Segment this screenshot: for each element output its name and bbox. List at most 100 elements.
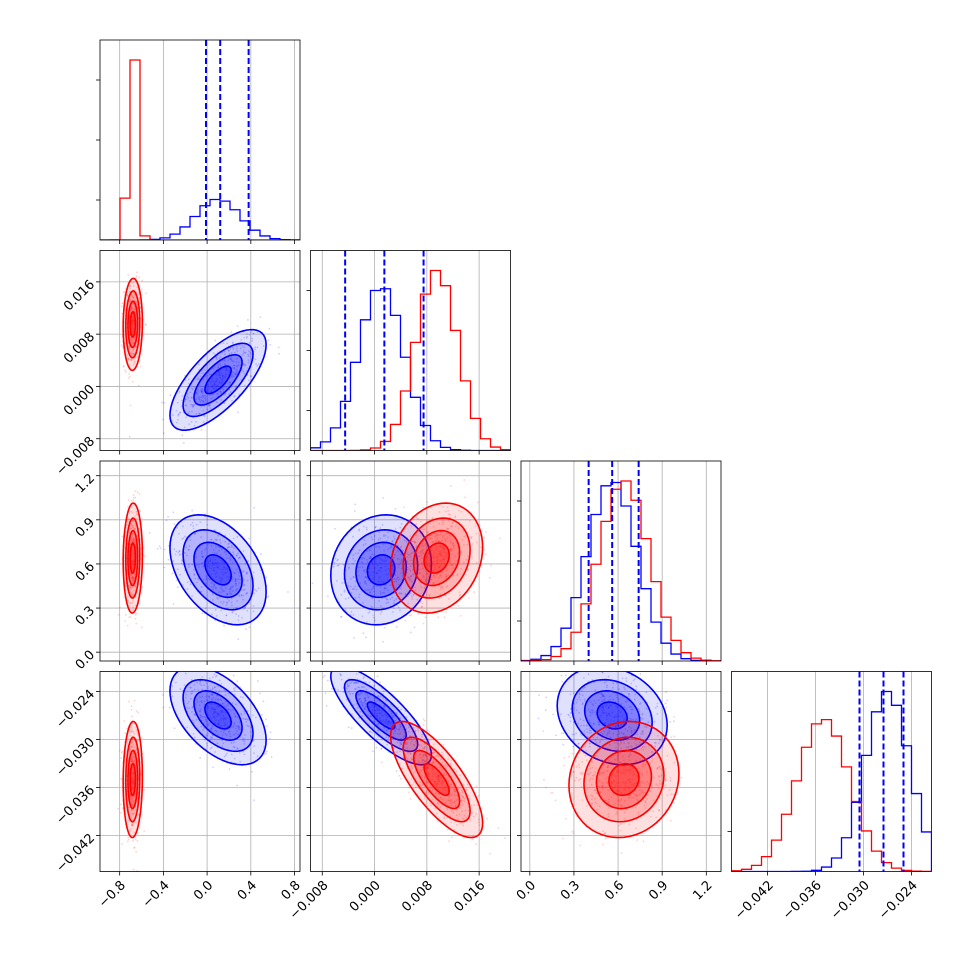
scatter-point bbox=[216, 699, 219, 702]
scatter-point bbox=[366, 621, 368, 623]
scatter-point bbox=[200, 428, 203, 431]
contour-line bbox=[556, 671, 668, 766]
scatter-point bbox=[578, 692, 581, 695]
scatter-point bbox=[198, 396, 201, 399]
scatter-point bbox=[132, 783, 134, 786]
scatter-point bbox=[134, 585, 137, 588]
scatter-point bbox=[212, 766, 214, 769]
scatter-point bbox=[436, 802, 439, 805]
scatter-point bbox=[379, 593, 382, 596]
scatter-point bbox=[128, 435, 131, 438]
scatter-point bbox=[363, 701, 366, 703]
scatter-point bbox=[243, 588, 246, 591]
scatter-point bbox=[453, 788, 455, 791]
scatter-point bbox=[430, 569, 433, 571]
scatter-point bbox=[168, 706, 171, 709]
scatter-point bbox=[222, 717, 225, 720]
scatter-point bbox=[132, 779, 135, 782]
scatter-point bbox=[424, 745, 426, 748]
scatter-point bbox=[400, 560, 403, 562]
scatter-point bbox=[420, 562, 423, 564]
scatter-point bbox=[438, 553, 441, 555]
scatter-point bbox=[208, 404, 211, 407]
scatter-point bbox=[368, 611, 371, 613]
scatter-point bbox=[409, 565, 412, 568]
scatter-point bbox=[209, 404, 211, 407]
scatter-point bbox=[601, 709, 603, 712]
scatter-point bbox=[132, 296, 135, 299]
scatter-point bbox=[431, 775, 434, 778]
scatter-point bbox=[463, 479, 466, 481]
scatter-point bbox=[206, 705, 209, 708]
scatter-point bbox=[259, 692, 261, 695]
scatter-point bbox=[215, 355, 218, 358]
scatter-point bbox=[475, 785, 478, 788]
scatter-point bbox=[192, 527, 195, 530]
scatter-point bbox=[452, 801, 455, 804]
scatter-point bbox=[600, 706, 603, 709]
scatter-point bbox=[447, 780, 450, 782]
scatter-point bbox=[127, 358, 130, 360]
scatter-point bbox=[221, 588, 224, 590]
scatter-point bbox=[191, 405, 194, 408]
scatter-point bbox=[422, 622, 425, 625]
scatter-point bbox=[131, 738, 134, 741]
scatter-point bbox=[561, 680, 564, 683]
panel-2-2 bbox=[521, 461, 721, 661]
scatter-point bbox=[129, 747, 132, 750]
scatter-point bbox=[195, 668, 197, 670]
scatter-point bbox=[653, 776, 656, 779]
scatter-point bbox=[184, 672, 187, 675]
scatter-point bbox=[387, 720, 390, 722]
scatter-point bbox=[242, 594, 245, 597]
scatter-point bbox=[226, 557, 229, 559]
scatter-point bbox=[613, 780, 615, 783]
scatter-point bbox=[457, 552, 459, 555]
scatter-point bbox=[189, 686, 192, 689]
scatter-point bbox=[594, 789, 596, 791]
scatter-point bbox=[625, 746, 628, 748]
scatter-point bbox=[410, 552, 413, 555]
scatter-point bbox=[121, 750, 124, 753]
scatter-point bbox=[131, 321, 133, 324]
scatter-point bbox=[336, 564, 339, 567]
scatter-point bbox=[216, 562, 219, 565]
scatter-point bbox=[220, 586, 223, 588]
scatter-point bbox=[384, 534, 387, 537]
scatter-point bbox=[250, 730, 253, 733]
scatter-point bbox=[455, 809, 458, 811]
scatter-point bbox=[187, 382, 190, 385]
scatter-point bbox=[179, 688, 182, 690]
scatter-point bbox=[209, 578, 211, 581]
scatter-point bbox=[445, 575, 448, 578]
scatter-point bbox=[133, 573, 136, 576]
scatter-point bbox=[410, 540, 413, 543]
scatter-point bbox=[450, 783, 453, 786]
scatter-point bbox=[203, 405, 206, 408]
scatter-point bbox=[211, 693, 214, 696]
scatter-point bbox=[129, 527, 132, 530]
scatter-point bbox=[602, 694, 604, 697]
scatter-point bbox=[225, 369, 228, 372]
scatter-point bbox=[323, 674, 326, 677]
scatter-point bbox=[460, 794, 463, 797]
scatter-point bbox=[130, 808, 133, 811]
scatter-point bbox=[445, 556, 448, 559]
scatter-point bbox=[364, 576, 367, 579]
scatter-point bbox=[129, 525, 132, 527]
scatter-point bbox=[420, 554, 423, 557]
scatter-point bbox=[384, 569, 387, 572]
scatter-point bbox=[231, 702, 234, 704]
scatter-point bbox=[361, 715, 364, 717]
scatter-point bbox=[133, 831, 136, 834]
scatter-point bbox=[620, 771, 623, 774]
scatter-point bbox=[453, 788, 456, 791]
scatter-point bbox=[206, 700, 209, 702]
contour-line bbox=[124, 290, 141, 359]
scatter-point bbox=[122, 291, 125, 293]
scatter-point bbox=[631, 662, 633, 664]
scatter-point bbox=[433, 582, 436, 584]
scatter-point bbox=[592, 722, 595, 725]
scatter-point bbox=[134, 762, 136, 764]
scatter-point bbox=[616, 759, 619, 761]
